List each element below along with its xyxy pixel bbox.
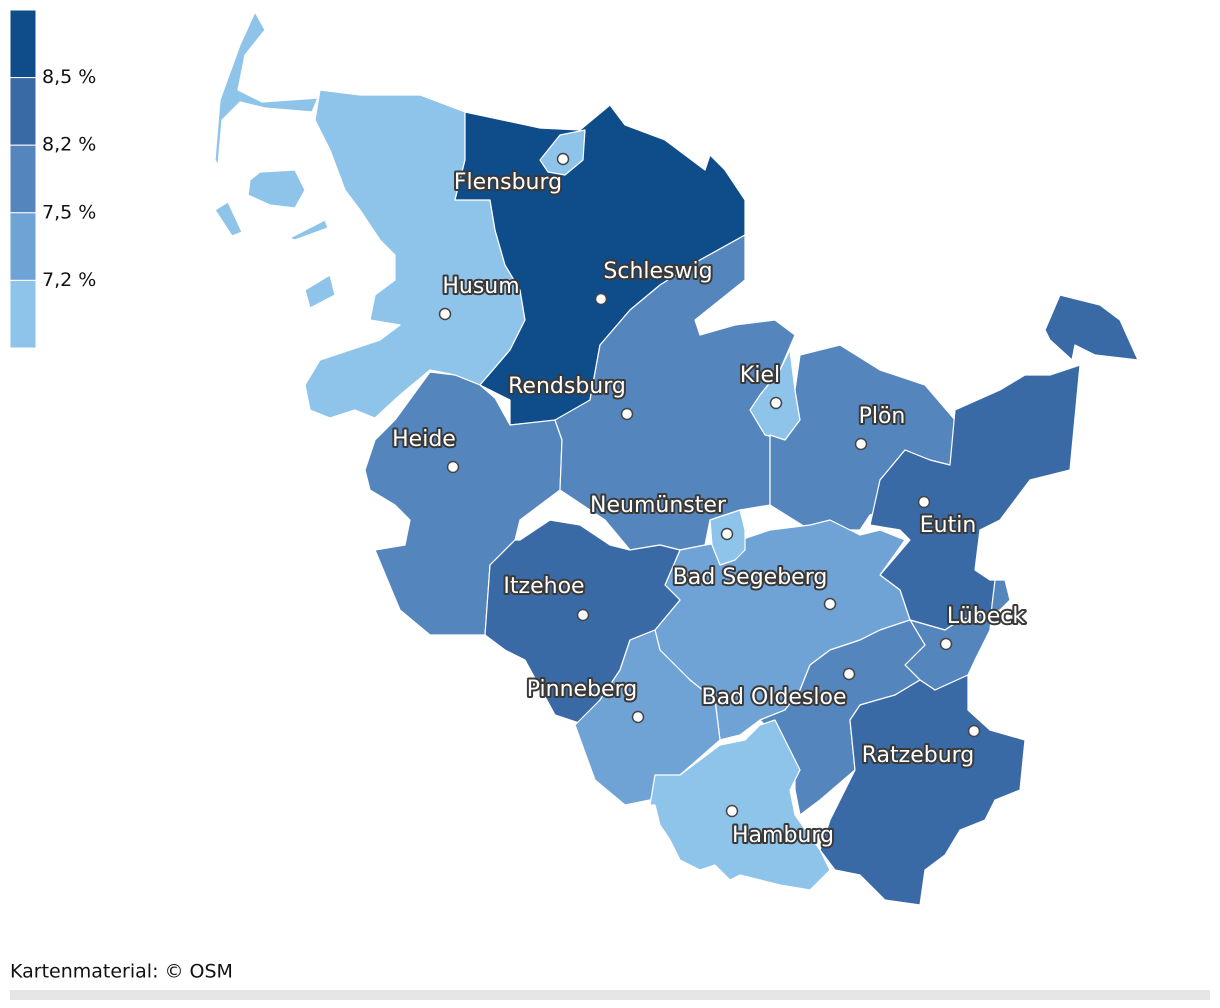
region — [304, 274, 336, 309]
legend-swatch — [9, 144, 37, 214]
legend-label: 7,5 % — [42, 201, 96, 223]
legend-swatch — [9, 9, 37, 79]
city-label: Eutin — [920, 513, 977, 538]
city-dot — [620, 407, 634, 421]
city-dot — [631, 710, 645, 724]
region — [539, 129, 586, 176]
city-label: Husum — [442, 274, 519, 299]
city-dot — [939, 637, 953, 651]
region — [1044, 294, 1139, 361]
region — [214, 201, 243, 237]
regions — [214, 11, 1139, 906]
city-dot — [446, 460, 460, 474]
city-dot — [854, 437, 868, 451]
legend: 8,5 % 8,2 % 7,5 % 7,2 % — [9, 9, 96, 349]
city-dot — [594, 292, 608, 306]
city-dot — [917, 495, 931, 509]
city-label: Plön — [859, 404, 906, 429]
city-dot — [769, 396, 783, 410]
city-label: Heide — [392, 427, 456, 452]
city-dot — [725, 804, 739, 818]
city-label: Schleswig — [603, 259, 712, 284]
city-label: Rendsburg — [508, 374, 626, 399]
city-label: Flensburg — [454, 170, 562, 195]
legend-label: 8,2 % — [42, 134, 96, 156]
city-label: Pinneberg — [527, 677, 637, 702]
city-dot — [967, 724, 981, 738]
footer-bar — [10, 990, 1210, 1000]
city-label: Hamburg — [732, 823, 834, 848]
city-dot — [438, 307, 452, 321]
city-dot — [556, 152, 570, 166]
city-label: Neumünster — [590, 493, 727, 518]
city-label: Itzehoe — [503, 574, 584, 599]
region — [649, 719, 831, 891]
city-label: Kiel — [740, 363, 780, 388]
legend-swatch — [9, 279, 37, 349]
city-label: Bad Oldesloe — [701, 685, 846, 710]
legend-swatch — [9, 77, 37, 146]
city-dot — [823, 597, 837, 611]
cities: Flensburg Schleswig Husum Rendsburg Kiel Plön… — [390, 152, 1027, 850]
city-dot — [842, 667, 856, 681]
region — [247, 169, 306, 209]
city-label: Lübeck — [947, 604, 1025, 629]
region — [289, 219, 329, 241]
city-dot — [720, 527, 734, 541]
city-label: Bad Segeberg — [673, 565, 828, 590]
city-label: Ratzeburg — [862, 743, 975, 768]
legend-label: 8,5 % — [42, 66, 96, 88]
city-dot — [576, 608, 590, 622]
legend-swatch — [9, 212, 37, 281]
attribution: Kartenmaterial: © OSM — [10, 961, 233, 983]
legend-label: 7,2 % — [42, 269, 96, 291]
region — [214, 11, 319, 166]
